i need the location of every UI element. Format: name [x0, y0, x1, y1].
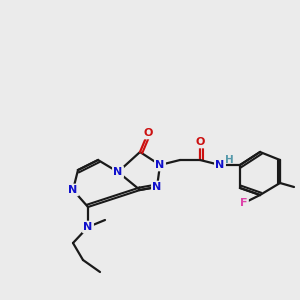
Text: N: N	[83, 222, 93, 232]
Text: N: N	[68, 185, 78, 195]
Text: H: H	[225, 155, 233, 165]
Text: N: N	[113, 167, 123, 177]
Text: N: N	[215, 160, 225, 170]
Text: N: N	[152, 182, 162, 192]
Text: F: F	[240, 198, 248, 208]
Text: O: O	[195, 137, 205, 147]
Text: N: N	[155, 160, 165, 170]
Text: O: O	[143, 128, 153, 138]
